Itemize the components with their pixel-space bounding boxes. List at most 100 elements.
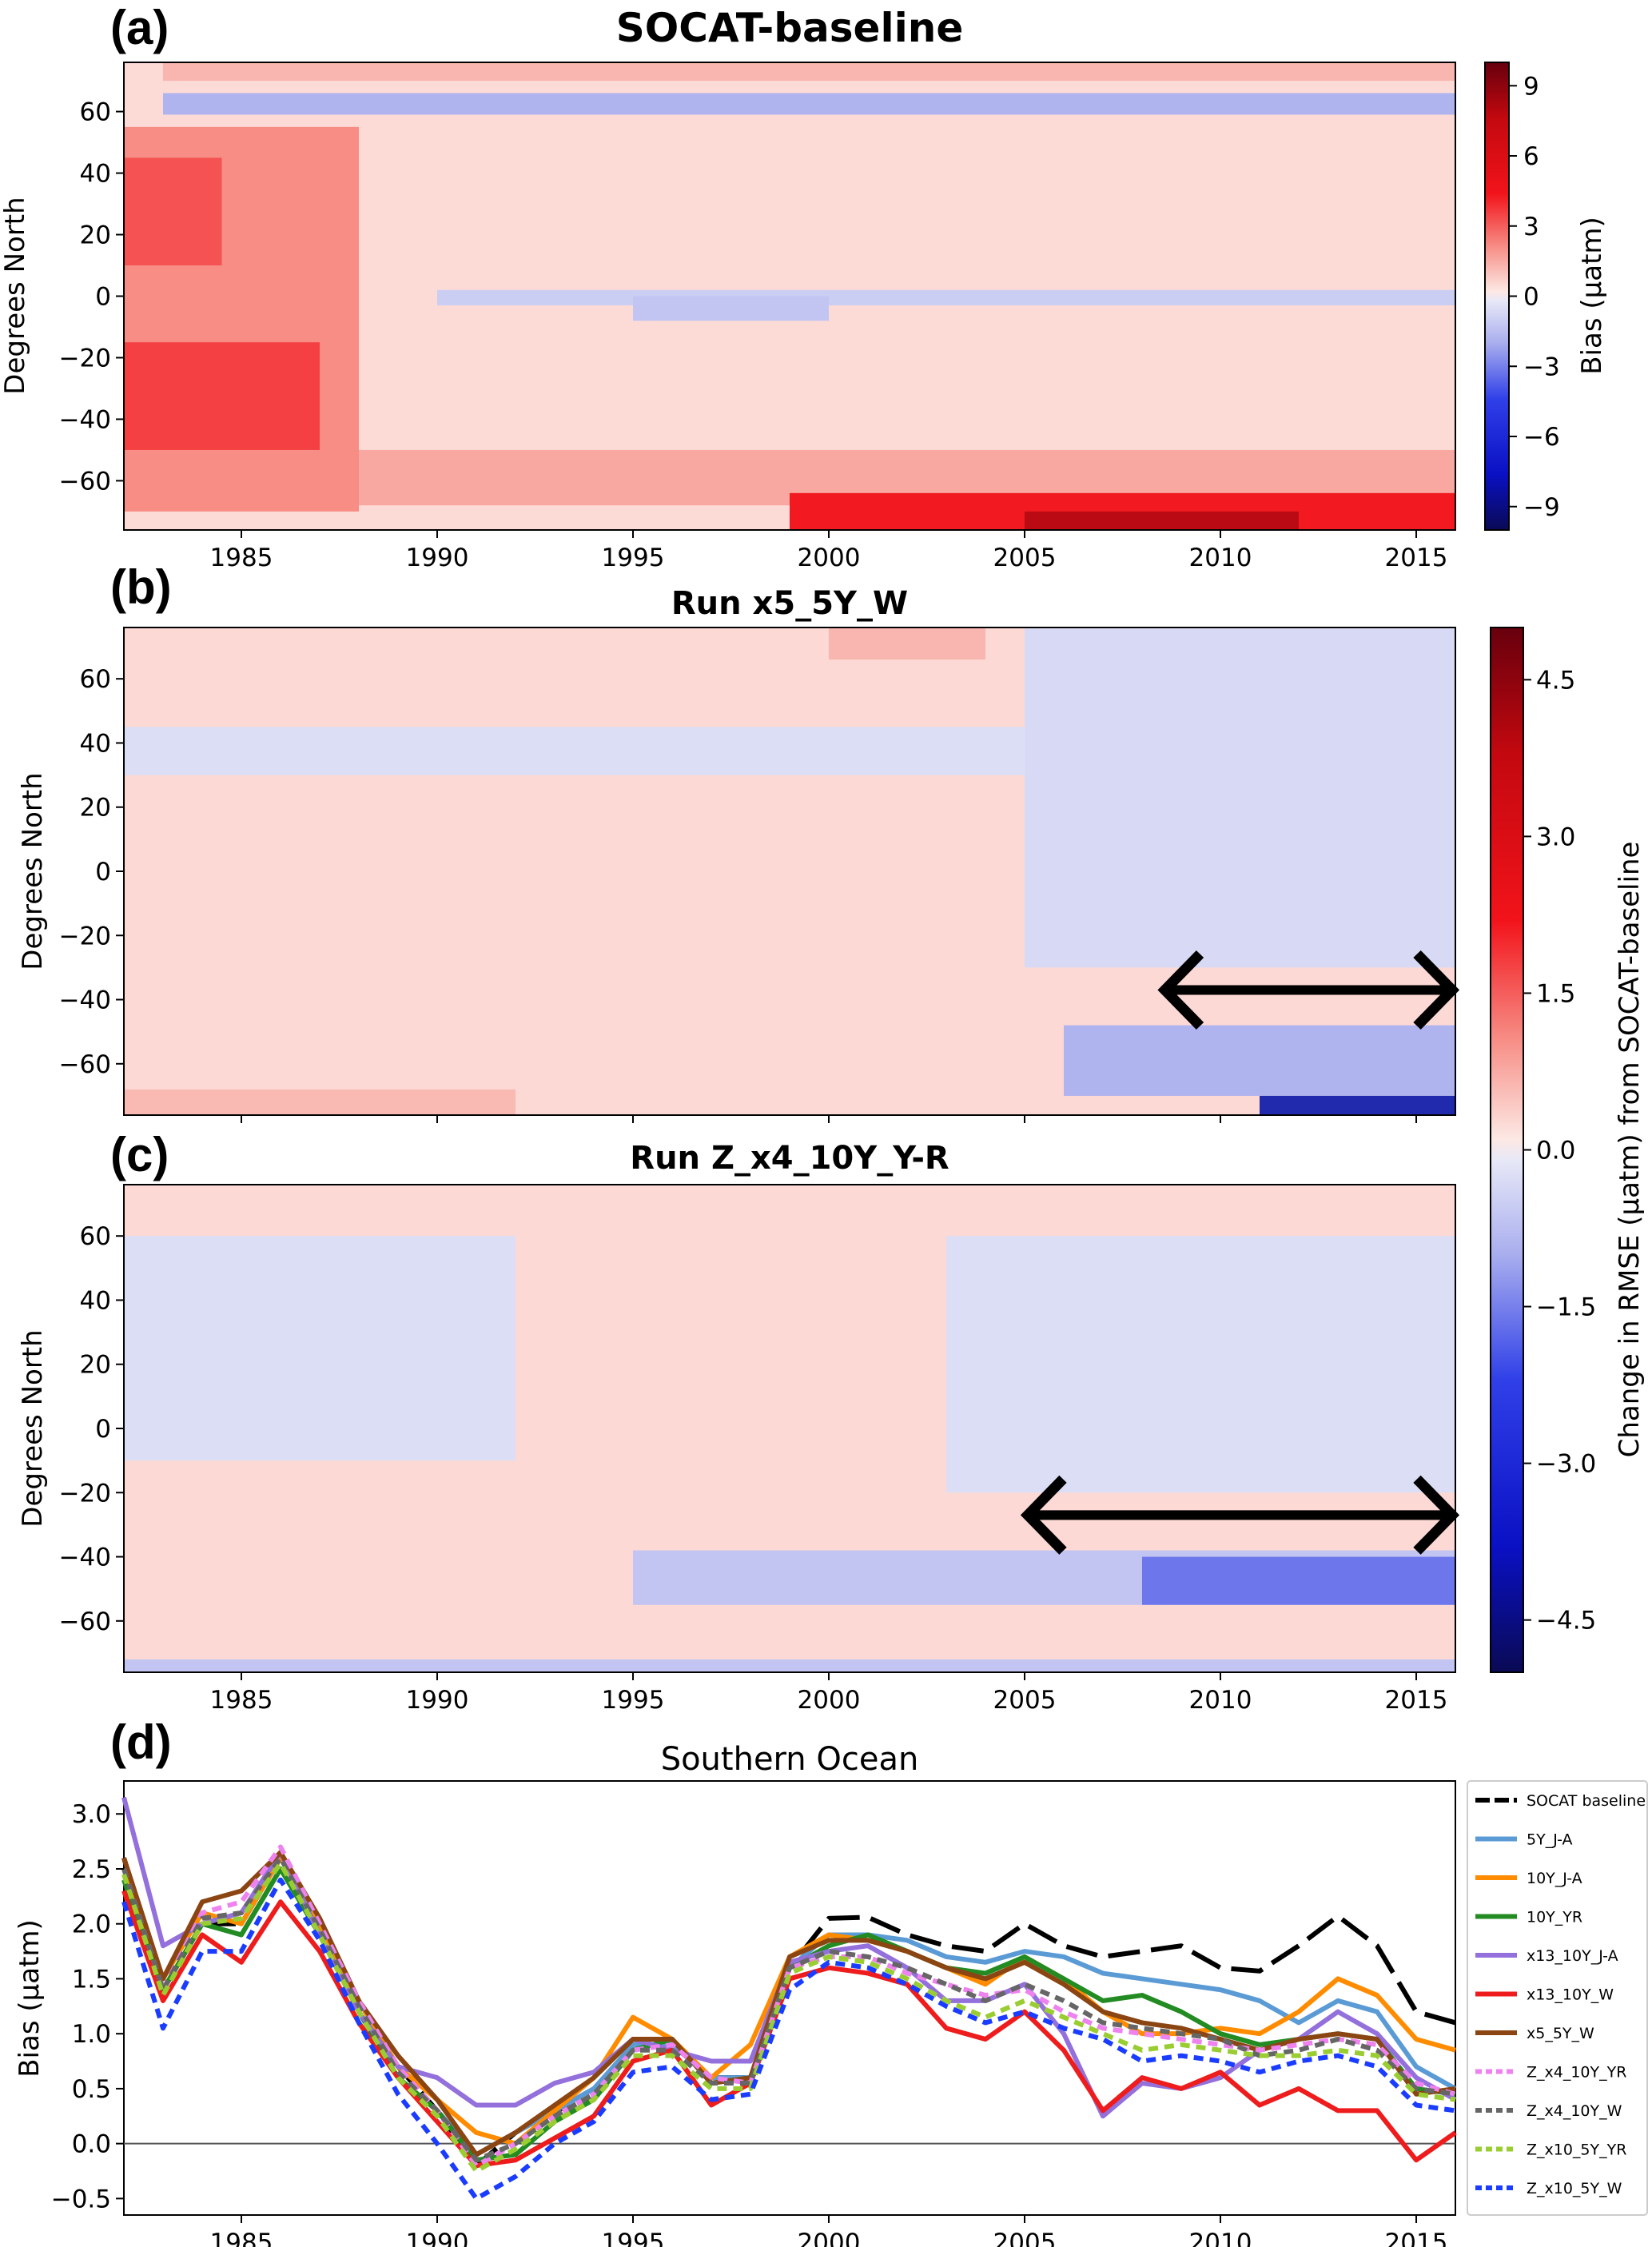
x-tick-label: 1995 [602, 1686, 665, 1715]
y-tick-label: 40 [80, 160, 111, 189]
x-tick-label: 2000 [798, 544, 861, 572]
heatmap-region [163, 62, 1455, 82]
x-tick-label: 2005 [993, 1686, 1057, 1715]
colorbar-tick-label: 1.5 [1536, 979, 1575, 1008]
y-tick-label: −20 [59, 922, 111, 950]
y-tick-label: −20 [59, 1479, 111, 1508]
legend-label: 10Y_J-A [1527, 1870, 1582, 1887]
colorbar-tick-label: 6 [1523, 142, 1539, 171]
heatmap-panel-b: Run x5_5Y_W 60 40 20 0 −20 −40 −60 Degrees Nor… [17, 585, 1460, 1123]
legend-label: x13_10Y_J-A [1527, 1947, 1618, 1965]
colorbar-tick-label: −9 [1523, 493, 1560, 522]
x-tick-label: 2010 [1189, 544, 1252, 572]
panel-a-title: SOCAT-baseline [616, 5, 964, 51]
colorbar-a-ticks: 9 6 3 0 −3 −6 −9 [1509, 72, 1560, 522]
y-tick-label: 3.0 [72, 1800, 111, 1829]
panel-a-x-ticks: 1985 1990 1995 2000 2005 2010 2015 [210, 530, 1448, 572]
y-tick-label: 0.0 [72, 2130, 111, 2159]
x-tick-label: 2015 [1385, 2229, 1448, 2247]
x-tick-label: 1995 [602, 2229, 665, 2247]
colorbar-tick-label: 9 [1523, 72, 1539, 101]
panel-c-x-ticks: 1985 1990 1995 2000 2005 2010 2015 [210, 1672, 1448, 1715]
y-tick-label: 0 [95, 858, 111, 886]
y-tick-label: 60 [80, 665, 111, 694]
x-tick-label: 1985 [210, 2229, 273, 2247]
legend: SOCAT baseline 5Y_J-A 10Y_J-A 10Y_YR x13_10Y… [1467, 1780, 1648, 2216]
legend-label: 5Y_J-A [1527, 1831, 1573, 1849]
colorbar-a: 9 6 3 0 −3 −6 −9 Bias (μatm) [1484, 62, 1608, 531]
heatmap-region [946, 1236, 1455, 1493]
x-tick-label: 1995 [602, 544, 665, 572]
legend-label: Z_x10_5Y_YR [1527, 2141, 1626, 2159]
colorbar-tick-label: −3.0 [1536, 1450, 1596, 1479]
heatmap-region [124, 1089, 516, 1115]
x-tick-label: 2010 [1189, 2229, 1252, 2247]
colorbar-tick-label: −1.5 [1536, 1293, 1596, 1322]
heatmap-region [829, 627, 985, 660]
panel-c-double-arrow [1020, 1475, 1460, 1555]
y-tick-label: 20 [80, 221, 111, 250]
y-tick-label: 1.0 [72, 2020, 111, 2049]
y-tick-label: −60 [59, 1608, 111, 1636]
heatmap-region [163, 93, 1455, 115]
panel-c-ylabel: Degrees North [17, 1329, 49, 1527]
heatmap-region [633, 296, 829, 321]
y-tick-label: 60 [80, 1222, 111, 1251]
panel-b-ylabel: Degrees North [17, 772, 49, 970]
x-tick-label: 2010 [1189, 1686, 1252, 1715]
heatmap-region [124, 157, 222, 266]
x-tick-label: 2005 [993, 544, 1057, 572]
colorbar-tick-label: −3 [1523, 353, 1560, 381]
panel-c-y-ticks: 60 40 20 0 −20 −40 −60 [59, 1222, 124, 1636]
legend-label: 10Y_YR [1527, 1909, 1582, 1926]
heatmap-region [124, 342, 320, 450]
legend-label: SOCAT baseline [1527, 1792, 1646, 1810]
panel-letter-c: (c) [110, 1128, 169, 1181]
y-tick-label: 40 [80, 1286, 111, 1315]
x-tick-label: 1990 [406, 2229, 469, 2247]
colorbar-tick-label: −6 [1523, 423, 1560, 452]
y-tick-label: 1.5 [72, 1965, 111, 1994]
panel-b-double-arrow [1157, 950, 1460, 1030]
series-line [121, 1844, 1456, 2169]
x-tick-label: 2000 [798, 2229, 861, 2247]
heatmap-region [1064, 1025, 1455, 1096]
panel-a-y-ticks: 60 40 20 0 −20 −40 −60 [59, 98, 124, 496]
panel-c-plot-area [124, 1185, 1455, 1672]
panel-letter-b: (b) [110, 560, 172, 614]
panel-d-title: Southern Ocean [661, 1741, 919, 1778]
y-tick-label: 2.0 [72, 1910, 111, 1939]
colorbar-bc-ticks: 4.5 3.0 1.5 0.0 −1.5 −3.0 −4.5 [1523, 666, 1596, 1635]
y-tick-label: −20 [59, 344, 111, 373]
heatmap-region [124, 1659, 1455, 1672]
y-tick-label: 2.5 [72, 1855, 111, 1884]
x-tick-label: 2015 [1385, 544, 1448, 572]
colorbar-tick-label: 4.5 [1536, 666, 1575, 695]
y-tick-label: −60 [59, 467, 111, 496]
panel-c-title: Run Z_x4_10Y_Y-R [630, 1140, 949, 1177]
x-tick-label: 2015 [1385, 1686, 1448, 1715]
y-tick-label: −40 [59, 405, 111, 434]
x-tick-label: 2005 [993, 2229, 1057, 2247]
x-tick-label: 1985 [210, 544, 273, 572]
legend-label: x13_10Y_W [1527, 1986, 1614, 2004]
heatmap-region [1260, 1095, 1455, 1115]
y-tick-label: 0 [95, 1415, 111, 1444]
colorbar-a-label: Bias (μatm) [1576, 217, 1608, 375]
panel-letter-a: (a) [110, 1, 169, 54]
y-tick-label: 20 [80, 794, 111, 823]
series-line [121, 1877, 1456, 2201]
x-tick-label: 1990 [406, 1686, 469, 1715]
colorbar-tick-label: 3 [1523, 213, 1539, 241]
panel-letter-d: (d) [110, 1715, 172, 1769]
heatmap-region [1025, 627, 1455, 968]
legend-label: Z_x10_5Y_W [1527, 2180, 1622, 2197]
y-tick-label: −40 [59, 986, 111, 1015]
heatmap-region [437, 289, 1455, 306]
colorbar-bc-label: Change in RMSE (μatm) from SOCAT-baselin… [1614, 842, 1646, 1458]
x-tick-label: 2000 [798, 1686, 861, 1715]
panel-d-plot-area [121, 1796, 1457, 2201]
y-tick-label: 0 [95, 283, 111, 312]
series-line [121, 1855, 1456, 2163]
